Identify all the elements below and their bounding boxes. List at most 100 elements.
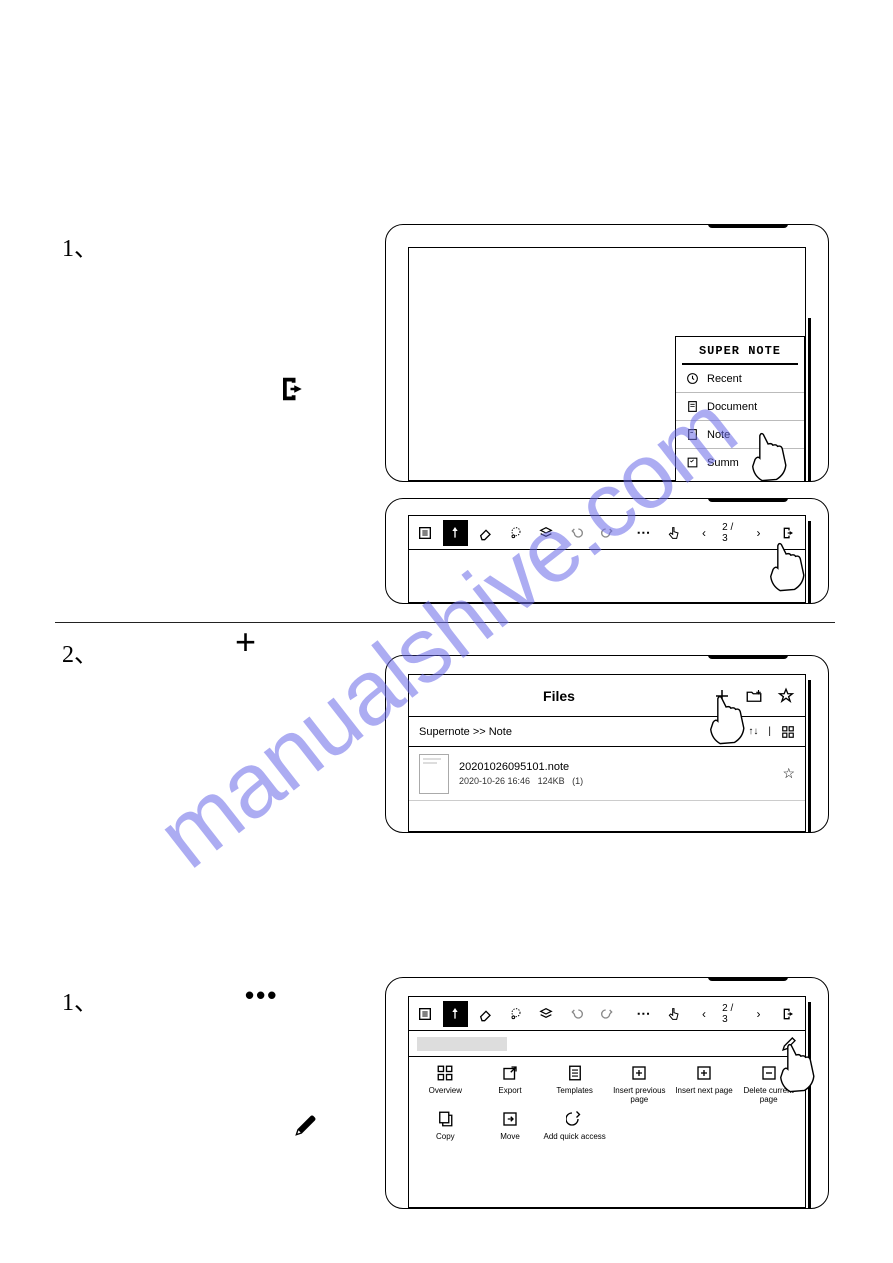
lasso-icon: [508, 525, 524, 541]
action-templates[interactable]: Templates: [542, 1063, 607, 1105]
popup-item-label: Summ: [707, 457, 739, 469]
super-note-popup: SUPER NOTE Recent Document Note Summ: [675, 336, 805, 482]
file-row[interactable]: 20201026095101.note 2020-10-26 16:46 124…: [409, 747, 805, 801]
popup-item-label: Document: [707, 401, 757, 413]
prev-page-button[interactable]: ‹: [692, 520, 716, 546]
layers-icon: [538, 525, 554, 541]
exit-icon: [781, 525, 797, 541]
lasso-button[interactable]: [504, 520, 528, 546]
action-label: Export: [498, 1086, 521, 1095]
popup-title: SUPER NOTE: [676, 337, 804, 363]
action-delete-page[interactable]: Delete current page: [736, 1063, 801, 1105]
file-meta: 2020-10-26 16:46 124KB (1): [459, 776, 772, 786]
action-export[interactable]: Export: [478, 1063, 543, 1105]
export-icon: [501, 1064, 519, 1082]
action-label: Delete current page: [736, 1086, 801, 1104]
move-icon: [501, 1110, 519, 1128]
action-label: Move: [500, 1132, 520, 1141]
exit-note-button[interactable]: [777, 520, 801, 546]
device-screen: ⋯ ‹ 2 / 3 › Overview Export: [408, 996, 806, 1208]
more-icon: •••: [245, 980, 278, 1011]
redo-icon: [599, 525, 615, 541]
action-insert-prev[interactable]: Insert previous page: [607, 1063, 672, 1105]
popup-item-document[interactable]: Document: [676, 393, 804, 421]
sort-order-icon[interactable]: ↑↓: [748, 726, 758, 737]
divider: |: [768, 726, 771, 737]
lasso-button[interactable]: [504, 1001, 528, 1027]
toc-icon: [417, 525, 433, 541]
touch-mode-button[interactable]: [662, 1001, 686, 1027]
step-number-2: 2、: [62, 634, 98, 669]
note-toolbar: ⋯ ‹ 2 / 3 ›: [409, 997, 805, 1031]
redo-button[interactable]: [595, 520, 619, 546]
device-screen: ⋯ ‹ 2 / 3 ›: [408, 515, 806, 603]
action-label: Insert previous page: [607, 1086, 672, 1104]
layers-button[interactable]: [534, 520, 558, 546]
touch-icon: [666, 525, 682, 541]
step-number-1a: 1、: [62, 228, 98, 263]
document-icon: [686, 400, 699, 413]
action-label: Overview: [429, 1086, 462, 1095]
pen-button[interactable]: [443, 1001, 467, 1027]
eraser-icon: [478, 1006, 494, 1022]
eraser-button[interactable]: [474, 1001, 498, 1027]
rename-bar: [409, 1031, 805, 1057]
next-page-button[interactable]: ›: [746, 1001, 770, 1027]
more-button[interactable]: ⋯: [631, 520, 655, 546]
undo-button[interactable]: [565, 1001, 589, 1027]
insert-prev-icon: [630, 1064, 648, 1082]
prev-page-button[interactable]: ‹: [692, 1001, 716, 1027]
more-button[interactable]: ⋯: [631, 1001, 655, 1027]
new-folder-button[interactable]: [745, 687, 763, 705]
insert-next-icon: [695, 1064, 713, 1082]
page-indicator: 2 / 3: [722, 1003, 740, 1025]
action-move[interactable]: Move: [478, 1109, 543, 1142]
popup-item-summary[interactable]: Summ: [676, 449, 804, 476]
action-copy[interactable]: Copy: [413, 1109, 478, 1142]
touch-icon: [666, 1006, 682, 1022]
action-quick-access[interactable]: Add quick access: [542, 1109, 607, 1142]
popup-item-note[interactable]: Note: [676, 421, 804, 449]
note-toolbar: ⋯ ‹ 2 / 3 ›: [409, 516, 805, 550]
grid-view-button[interactable]: [781, 725, 795, 739]
popup-item-recent[interactable]: Recent: [676, 365, 804, 393]
popup-item-label: Recent: [707, 373, 742, 385]
eraser-icon: [478, 525, 494, 541]
layers-icon: [538, 1006, 554, 1022]
exit-note-button[interactable]: [777, 1001, 801, 1027]
page-title: Files: [419, 688, 699, 704]
pencil-icon: [292, 1113, 318, 1139]
action-insert-next[interactable]: Insert next page: [672, 1063, 737, 1105]
next-page-button[interactable]: ›: [746, 520, 770, 546]
overview-icon: [436, 1064, 454, 1082]
layers-button[interactable]: [534, 1001, 558, 1027]
plus-icon: +: [235, 624, 256, 660]
toc-button[interactable]: [413, 520, 437, 546]
device-screen: Files Supernote >> Note N ↑↓ | 202010260…: [408, 674, 806, 832]
breadcrumb-text[interactable]: Supernote >> Note: [419, 726, 512, 738]
pen-tool-icon: [447, 525, 463, 541]
action-label: Copy: [436, 1132, 455, 1141]
device-frame-actions: ⋯ ‹ 2 / 3 › Overview Export: [385, 977, 829, 1209]
touch-mode-button[interactable]: [662, 520, 686, 546]
title-placeholder[interactable]: [417, 1037, 507, 1051]
note-icon: [686, 428, 699, 441]
eraser-button[interactable]: [474, 520, 498, 546]
file-star-button[interactable]: ☆: [782, 765, 795, 782]
redo-button[interactable]: [595, 1001, 619, 1027]
undo-icon: [569, 525, 585, 541]
favorite-button[interactable]: [777, 687, 795, 705]
undo-button[interactable]: [565, 520, 589, 546]
exit-icon: [781, 1006, 797, 1022]
pen-button[interactable]: [443, 520, 467, 546]
toc-button[interactable]: [413, 1001, 437, 1027]
clock-icon: [686, 372, 699, 385]
add-button[interactable]: [713, 687, 731, 705]
quick-access-icon: [566, 1110, 584, 1128]
file-info: 20201026095101.note 2020-10-26 16:46 124…: [459, 761, 772, 786]
breadcrumb-bar: Supernote >> Note N ↑↓ |: [409, 717, 805, 747]
action-overview[interactable]: Overview: [413, 1063, 478, 1105]
rename-button[interactable]: [781, 1036, 797, 1052]
sort-label[interactable]: N: [731, 726, 738, 737]
step-number-1b: 1、: [62, 982, 98, 1017]
